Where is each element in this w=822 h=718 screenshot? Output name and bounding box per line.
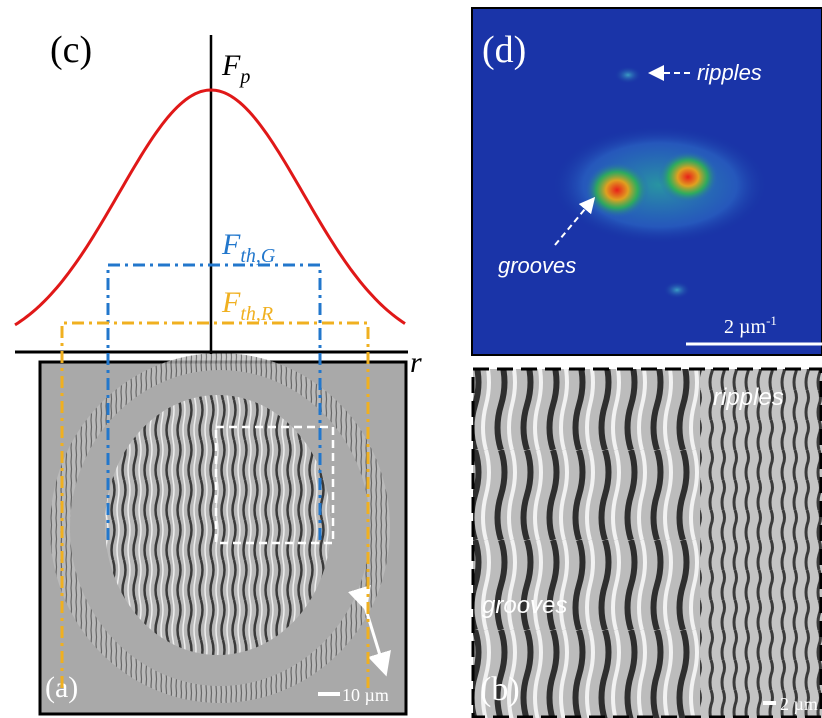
subscript: th,G: [240, 245, 276, 267]
panel-label: (d): [482, 29, 526, 71]
scale-label: 2 µm: [780, 694, 818, 714]
panel-label: (c): [50, 29, 92, 71]
annotation: grooves: [482, 592, 567, 619]
subscript: th,R: [240, 303, 273, 325]
symbol: F: [221, 228, 241, 261]
annotation: ripples: [713, 384, 784, 411]
figure: (a) 10 µm (c) Fp Fth,G Fth,R r (d) rippl…: [0, 0, 822, 718]
axis-label: r: [410, 346, 422, 379]
superscript: -1: [766, 313, 777, 328]
ripple-threshold: Fth,R: [221, 286, 273, 325]
symbol: F: [221, 49, 241, 82]
ripple-peak: [614, 66, 642, 84]
panel-d: (d) ripples grooves 2 µm-1: [472, 8, 822, 355]
subscript: p: [238, 66, 250, 88]
groove-peak: [585, 162, 649, 218]
ripple-area: [700, 369, 822, 718]
symbol: F: [221, 286, 241, 319]
groove-region: [105, 395, 331, 655]
scale-label: 10 µm: [342, 685, 389, 705]
panel-label: (b): [480, 671, 520, 708]
groove-threshold: Fth,G: [221, 228, 276, 267]
annotation: ripples: [697, 60, 762, 85]
annotation: grooves: [498, 253, 576, 278]
panel-a: (a) 10 µm: [40, 353, 406, 714]
panel-b: ripples grooves (b) 2 µm: [473, 369, 822, 718]
ripple-peak: [663, 281, 691, 299]
groove-peak: [658, 151, 718, 203]
scale-text: 2 µm: [724, 316, 767, 338]
peak-fluence: Fp: [221, 49, 250, 88]
